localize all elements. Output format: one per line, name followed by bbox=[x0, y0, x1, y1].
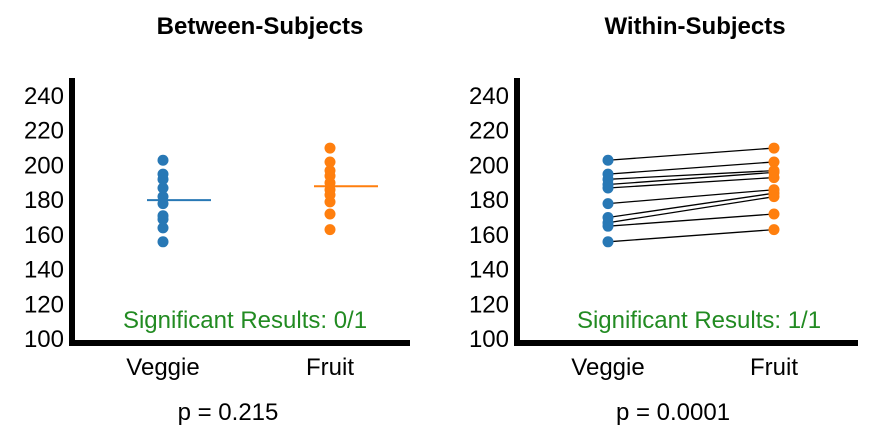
y-axis-ticks: 100 120 140 160 180 200 220 240 bbox=[469, 83, 509, 353]
axes bbox=[69, 78, 410, 346]
fruit-point bbox=[768, 184, 780, 196]
paired-line bbox=[607, 196, 775, 224]
within-subjects-panel: Within-Subjects 100 120 140 160 180 200 220 240… bbox=[469, 13, 858, 426]
data-marks bbox=[147, 142, 378, 248]
fruit-point bbox=[324, 208, 336, 220]
paired-line bbox=[607, 229, 775, 243]
y-axis-ticks: 100 120 140 160 180 200 220 240 bbox=[24, 83, 64, 353]
x-tick-label-fruit: Fruit bbox=[750, 354, 798, 381]
data-marks bbox=[602, 142, 780, 248]
veggie-point bbox=[157, 210, 169, 222]
y-tick-label: 120 bbox=[469, 291, 509, 318]
paired-line bbox=[607, 176, 775, 189]
y-tick-label: 120 bbox=[24, 291, 64, 318]
chart-title: Within-Subjects bbox=[604, 13, 785, 40]
y-tick-label: 140 bbox=[24, 257, 64, 284]
y-tick-label: 100 bbox=[24, 326, 64, 353]
fruit-point bbox=[324, 224, 336, 236]
significance-annotation: Significant Results: 0/1 bbox=[123, 307, 367, 334]
fruit-point bbox=[768, 165, 780, 177]
paired-line bbox=[607, 147, 775, 161]
veggie-point bbox=[157, 236, 169, 248]
y-tick-label: 180 bbox=[24, 187, 64, 214]
veggie-point bbox=[157, 182, 169, 194]
paired-line bbox=[607, 189, 775, 205]
y-tick-label: 200 bbox=[24, 152, 64, 179]
y-tick-label: 140 bbox=[469, 257, 509, 284]
fruit-point bbox=[768, 224, 780, 236]
x-tick-label-veggie: Veggie bbox=[571, 354, 644, 381]
y-tick-label: 240 bbox=[469, 83, 509, 110]
veggie-point bbox=[602, 236, 614, 248]
y-tick-label: 180 bbox=[469, 187, 509, 214]
y-tick-label: 100 bbox=[469, 326, 509, 353]
fruit-point bbox=[324, 165, 336, 177]
y-tick-label: 200 bbox=[469, 152, 509, 179]
y-tick-label: 220 bbox=[469, 118, 509, 145]
veggie-point bbox=[602, 154, 614, 166]
veggie-point bbox=[602, 212, 614, 223]
veggie-point bbox=[157, 168, 169, 180]
fruit-point bbox=[324, 142, 336, 154]
veggie-point bbox=[157, 191, 169, 203]
veggie-point bbox=[602, 198, 614, 210]
p-value-label: p = 0.215 bbox=[178, 399, 279, 426]
veggie-point bbox=[157, 222, 169, 234]
paired-line bbox=[607, 171, 775, 186]
axes bbox=[514, 78, 858, 346]
fruit-point bbox=[768, 142, 780, 154]
y-tick-label: 160 bbox=[24, 222, 64, 249]
fruit-point bbox=[768, 156, 780, 168]
paired-line bbox=[607, 192, 775, 219]
p-value-label: p = 0.0001 bbox=[616, 399, 730, 426]
x-tick-label-veggie: Veggie bbox=[126, 354, 199, 381]
fruit-point bbox=[768, 208, 780, 220]
fruit-point bbox=[324, 156, 336, 168]
paired-line bbox=[607, 169, 775, 180]
y-tick-label: 160 bbox=[469, 222, 509, 249]
paired-line bbox=[607, 213, 775, 227]
paired-line bbox=[607, 161, 775, 175]
veggie-point bbox=[602, 168, 614, 180]
chart-title: Between-Subjects bbox=[157, 13, 364, 40]
y-tick-label: 240 bbox=[24, 83, 64, 110]
between-subjects-panel: Between-Subjects 100 120 140 160 180 200 220 24… bbox=[24, 13, 410, 426]
y-tick-label: 220 bbox=[24, 118, 64, 145]
significance-annotation: Significant Results: 1/1 bbox=[577, 307, 821, 334]
x-tick-label-fruit: Fruit bbox=[306, 354, 354, 381]
veggie-point bbox=[157, 154, 169, 166]
